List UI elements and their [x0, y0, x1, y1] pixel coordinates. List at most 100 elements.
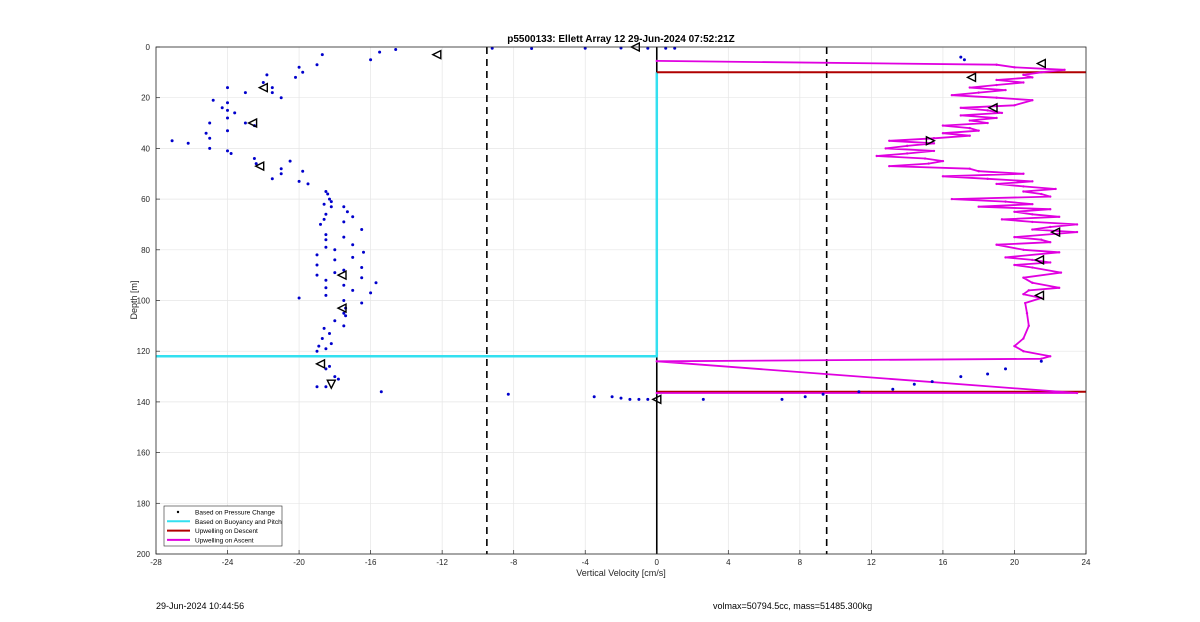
ascent-point: [1031, 258, 1034, 262]
pressure-change-point: [211, 98, 215, 102]
pressure-change-point: [891, 387, 895, 391]
ascent-point: [1022, 350, 1025, 353]
ascent-point: [1040, 238, 1043, 241]
pressure-change-point: [170, 139, 174, 143]
y-tick-label: 100: [137, 297, 151, 306]
ascent-point: [932, 149, 936, 153]
ascent-point: [986, 177, 989, 181]
pressure-change-point: [342, 311, 346, 315]
triangle-marker: [1033, 290, 1045, 301]
pressure-change-point: [226, 129, 229, 133]
pressure-change-point: [646, 397, 650, 401]
x-tick-label: 8: [798, 558, 803, 567]
pressure-change-point: [322, 202, 326, 206]
pressure-change-point: [342, 283, 346, 287]
y-tick-label: 160: [137, 449, 151, 458]
chart-title: p5500133: Ellett Array 12 29-Jun-2024 07…: [507, 34, 735, 45]
pressure-change-point: [297, 65, 301, 69]
pressure-change-point: [959, 55, 963, 59]
y-tick-label: 80: [141, 246, 150, 255]
pressure-change-point: [204, 131, 208, 135]
ticks: -28 -24 -20 -16 -12 -8 -4 0 4 8 12 16 20 24 0 20 40 60 80 1…: [137, 43, 1091, 567]
pressure-change-point: [320, 337, 324, 340]
ascent-point: [1013, 104, 1016, 107]
pressure-change-point: [243, 121, 247, 125]
pressure-change-point: [322, 217, 326, 221]
y-tick-label: 140: [137, 398, 151, 407]
ascent-point: [1013, 344, 1016, 348]
ascent-point: [1059, 271, 1063, 274]
ascent-point: [968, 134, 971, 137]
x-axis-label: Vertical Velocity [cm/s]: [576, 568, 666, 578]
legend-label: Based on Pressure Change: [195, 510, 275, 517]
ascent-point: [1075, 230, 1079, 234]
series-layer: [156, 46, 1086, 401]
y-tick-label: 180: [137, 499, 151, 508]
pressure-change-point: [780, 397, 784, 401]
ascent-point: [1040, 71, 1043, 74]
legend-label: Upwelling on Descent: [195, 528, 258, 535]
pressure-change-point: [592, 395, 596, 399]
ascent-point: [923, 157, 927, 160]
ascent-point: [995, 182, 998, 186]
ascent-point: [1031, 213, 1034, 216]
pressure-change-point: [252, 157, 256, 160]
pressure-change-point: [208, 146, 212, 150]
ascent-point: [959, 114, 963, 117]
ascent-point: [888, 139, 891, 142]
pressure-change-point: [208, 136, 212, 140]
ascent-point: [968, 167, 971, 170]
x-tick-label: -20: [293, 558, 305, 567]
pressure-change-point: [646, 46, 650, 50]
x-tick-label: -16: [365, 558, 377, 567]
chart: -28 -24 -20 -16 -12 -8 -4 0 4 8 12 16 20 24 0 20 40 60 80 1…: [129, 34, 1091, 578]
ascent-point: [1013, 235, 1016, 239]
pressure-change-point: [378, 50, 382, 54]
pressure-change-point: [315, 385, 319, 389]
pressure-change-point: [673, 46, 677, 50]
ascent-point: [1040, 192, 1043, 196]
pressure-change-point: [208, 121, 212, 125]
ascent-point: [905, 144, 909, 148]
ascent-point: [1022, 337, 1025, 340]
ascent-point: [1057, 215, 1061, 219]
y-tick-label: 120: [137, 347, 151, 356]
x-tick-label: 0: [655, 558, 660, 567]
ascent-point: [1031, 220, 1034, 224]
ascent-point: [932, 142, 936, 145]
x-tick-label: 20: [1010, 558, 1019, 567]
ascent-point: [1025, 311, 1029, 315]
ascent-point: [1031, 202, 1034, 206]
y-axis-label: Depth [m]: [129, 280, 139, 319]
pressure-change-point: [664, 46, 668, 50]
pressure-change-point: [301, 70, 305, 74]
ascent-point: [995, 63, 998, 66]
ascent-point: [1057, 251, 1061, 254]
pressure-change-point: [320, 53, 324, 57]
pressure-change-point: [360, 266, 364, 269]
pressure-change-point: [351, 243, 355, 247]
triangle-marker: [314, 358, 326, 370]
ascent-point: [941, 175, 945, 178]
pressure-change-point: [394, 48, 398, 51]
ascent-point: [995, 96, 998, 99]
ascent-point: [941, 159, 945, 163]
pressure-change-point: [306, 182, 310, 186]
ascent-point: [655, 360, 658, 363]
pressure-change-point: [319, 222, 322, 226]
ascent-point: [995, 78, 998, 82]
pressure-change-point: [324, 233, 328, 237]
ascent-point: [1031, 228, 1034, 231]
pressure-change-point: [637, 397, 641, 401]
pressure-change-point: [279, 96, 283, 100]
pressure-change-point: [336, 377, 340, 381]
pressure-change-point: [912, 382, 916, 386]
ascent-point: [995, 243, 998, 246]
ascent-point: [1031, 266, 1034, 269]
x-tick-label: 12: [867, 558, 876, 567]
pressure-change-point: [270, 177, 274, 181]
ascent-point: [968, 126, 971, 130]
legend-swatch: [176, 510, 180, 514]
pressure-change-point: [324, 212, 328, 216]
pressure-change-point: [342, 299, 346, 302]
